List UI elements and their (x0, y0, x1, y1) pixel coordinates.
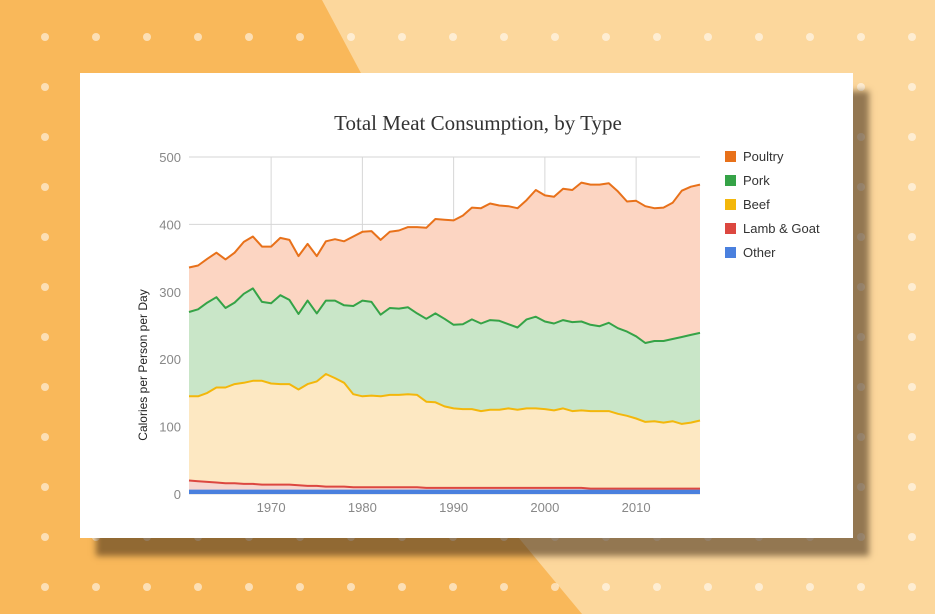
chart-card: Total Meat Consumption, by Type Calories… (80, 73, 853, 538)
legend-swatch-poultry (725, 151, 736, 162)
y-tick-label: 100 (159, 420, 181, 435)
legend-label-poultry: Poultry (743, 149, 784, 164)
legend-swatch-pork (725, 175, 736, 186)
legend-swatch-other (725, 247, 736, 258)
line-lamb-goat (188, 479, 700, 490)
legend-label-lamb-goat: Lamb & Goat (743, 221, 820, 236)
y-tick-label: 200 (159, 352, 181, 367)
legend-label-pork: Pork (743, 173, 770, 188)
y-tick-label: 400 (159, 217, 181, 232)
y-axis-label: Calories per Person per Day (136, 289, 150, 440)
line-pork (188, 287, 701, 344)
legend: Poultry Pork Beef Lamb & Goat Other (725, 149, 820, 260)
y-tick-label: 300 (159, 285, 181, 300)
y-tick-label: 500 (159, 150, 181, 165)
x-tick-label: 2010 (622, 500, 651, 515)
x-tick-label: 1970 (257, 500, 286, 515)
line-poultry (188, 181, 701, 269)
x-tick-label: 2000 (530, 500, 559, 515)
line-beef (189, 373, 701, 425)
series-lines (188, 181, 701, 492)
stacked-area-chart: Total Meat Consumption, by Type Calories… (136, 111, 820, 515)
chart-title: Total Meat Consumption, by Type (334, 111, 622, 135)
x-tick-label: 1980 (348, 500, 377, 515)
area-beef (189, 374, 700, 489)
y-tick-labels: 0 100 200 300 400 500 (159, 150, 181, 502)
area-poultry (189, 182, 700, 343)
legend-label-beef: Beef (743, 197, 770, 212)
x-tick-label: 1990 (439, 500, 468, 515)
legend-swatch-lamb-goat (725, 223, 736, 234)
legend-label-other: Other (743, 245, 776, 260)
y-tick-label: 0 (174, 487, 181, 502)
legend-swatch-beef (725, 199, 736, 210)
area-layers (189, 182, 700, 494)
x-tick-labels: 1970 1980 1990 2000 2010 (257, 500, 651, 515)
